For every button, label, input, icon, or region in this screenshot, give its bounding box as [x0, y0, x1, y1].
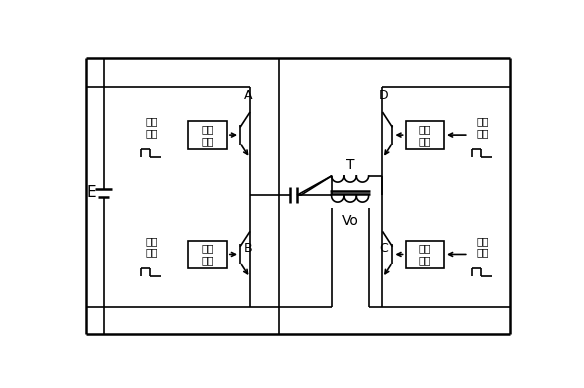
Bar	[189, 121, 227, 149]
Text: Vo: Vo	[342, 213, 359, 228]
Text: 驱动
电路: 驱动 电路	[201, 124, 214, 146]
Text: A: A	[244, 89, 253, 102]
Bar	[405, 241, 444, 268]
Text: 驱动
信号: 驱动 信号	[145, 117, 158, 138]
Text: T: T	[346, 158, 354, 172]
Text: 驱动
电路: 驱动 电路	[419, 244, 431, 265]
Text: 驱动
信号: 驱动 信号	[477, 236, 489, 258]
Text: 驱动
信号: 驱动 信号	[145, 236, 158, 258]
Text: 驱动
信号: 驱动 信号	[477, 117, 489, 138]
Text: D: D	[379, 89, 389, 102]
Bar	[405, 121, 444, 149]
Text: 驱动
电路: 驱动 电路	[201, 244, 214, 265]
Text: E: E	[86, 185, 96, 200]
Text: 驱动
电路: 驱动 电路	[419, 124, 431, 146]
Text: B: B	[244, 242, 253, 255]
Bar	[189, 241, 227, 268]
Text: C: C	[380, 242, 388, 255]
